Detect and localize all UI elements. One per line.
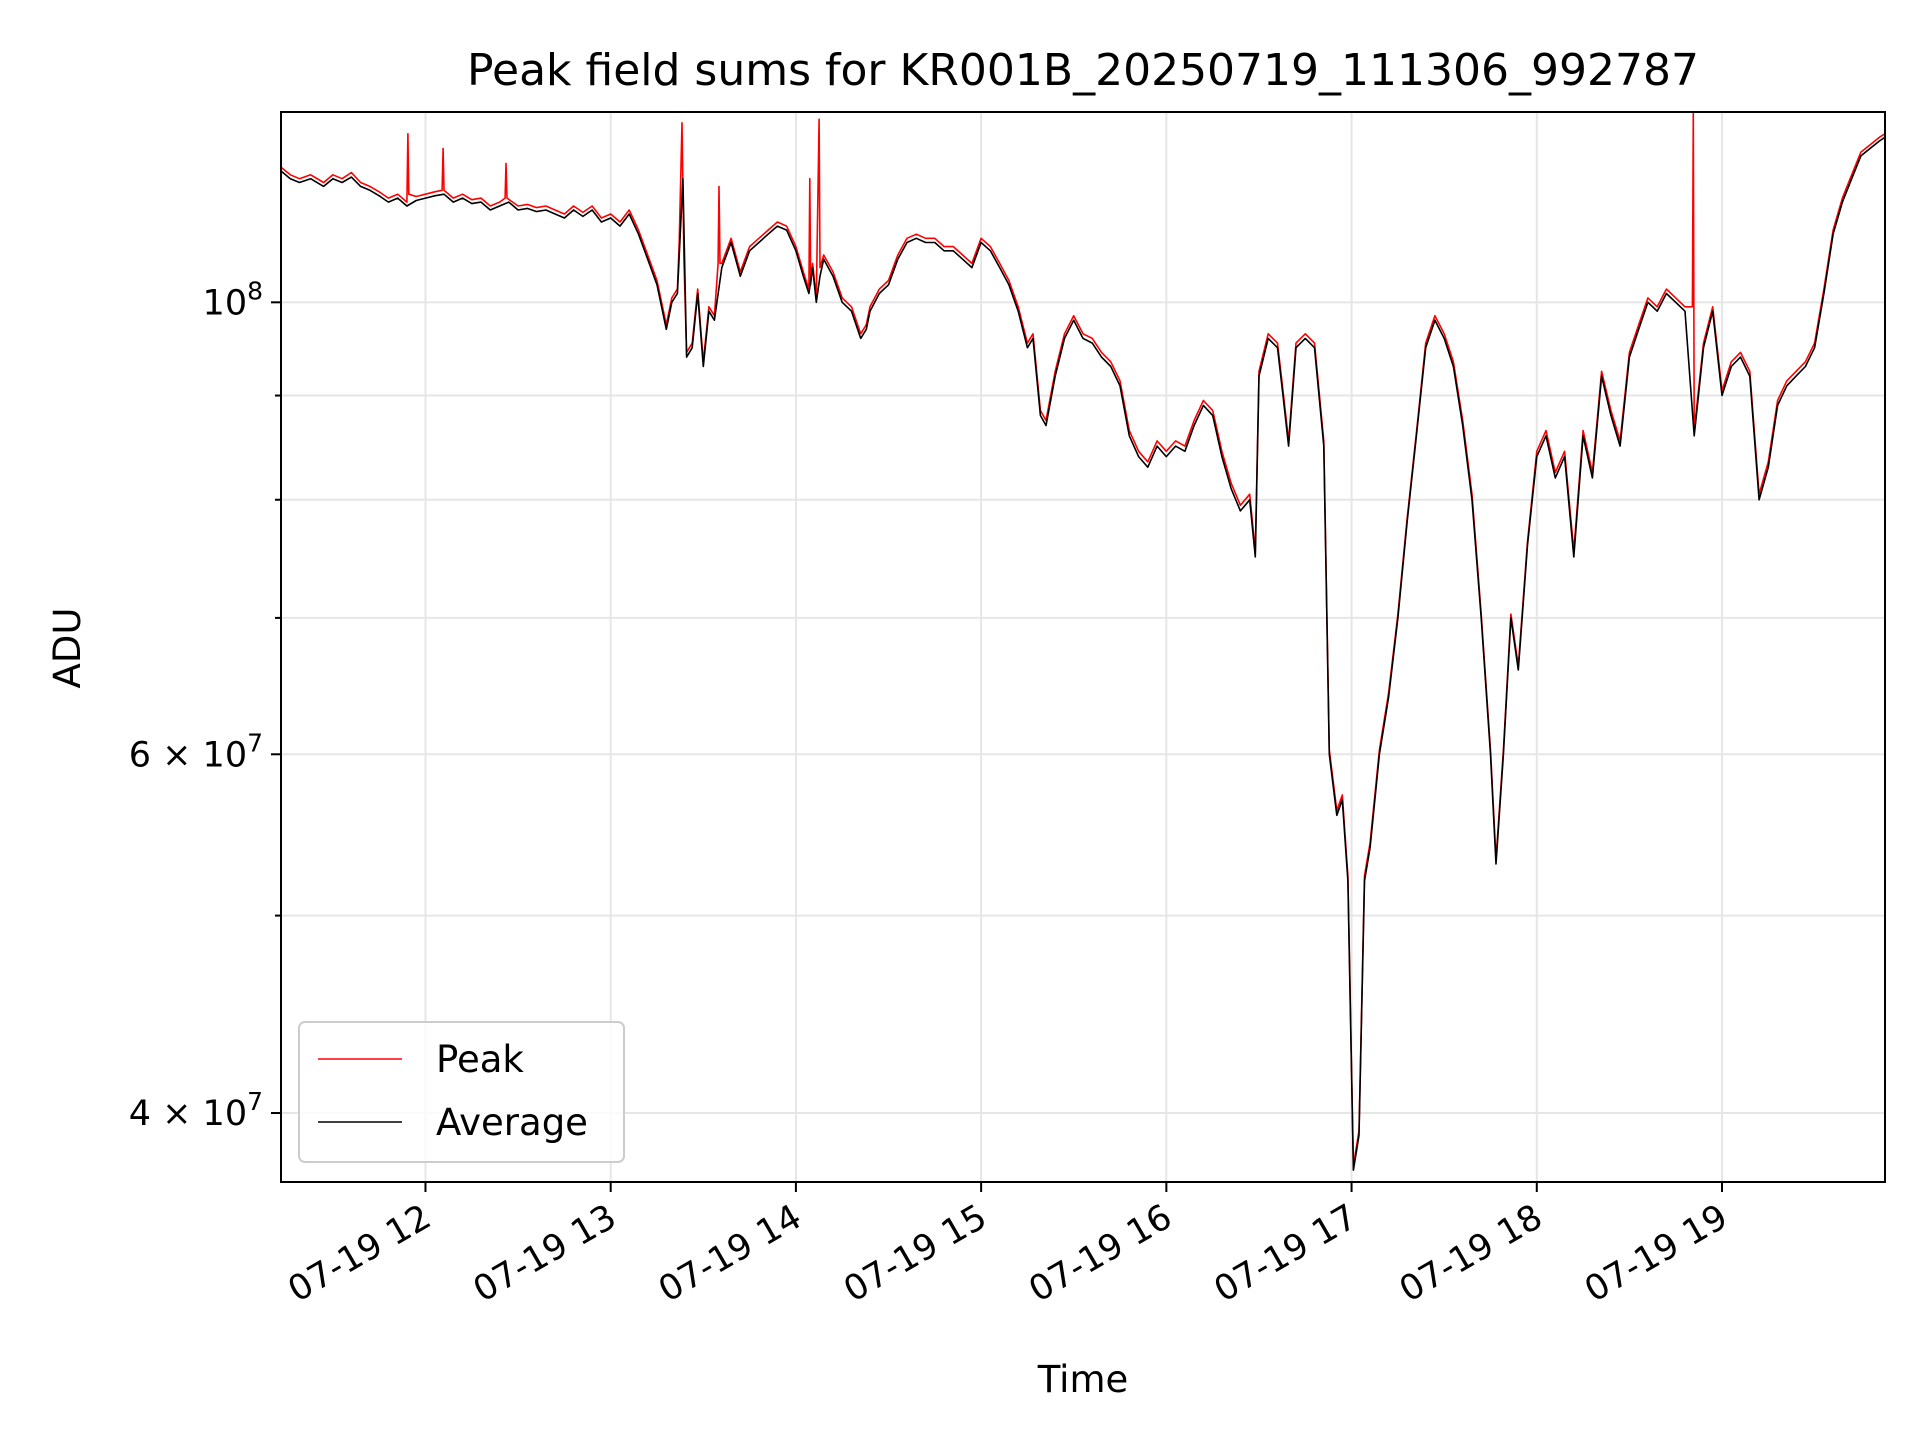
x-axis-label: Time (1037, 1358, 1129, 1401)
plot-lines (280, 111, 1886, 1171)
legend-box (298, 1021, 625, 1163)
legend: Peak Average (298, 1021, 625, 1163)
y-tick-label: 6 × 107 (129, 728, 263, 775)
y-tick-label: 108 (203, 276, 263, 323)
series-line-average (280, 136, 1886, 1171)
y-axis-label: ADU (46, 608, 89, 689)
legend-label-peak: Peak (436, 1038, 524, 1081)
y-tick-label: 4 × 107 (129, 1087, 263, 1134)
y-axis: 4 × 107 6 × 107 108 (129, 276, 281, 1134)
legend-label-average: Average (436, 1101, 588, 1144)
plot-frame (280, 111, 1886, 1183)
chart-title: Peak field sums for KR001B_20250719_1113… (467, 45, 1699, 96)
